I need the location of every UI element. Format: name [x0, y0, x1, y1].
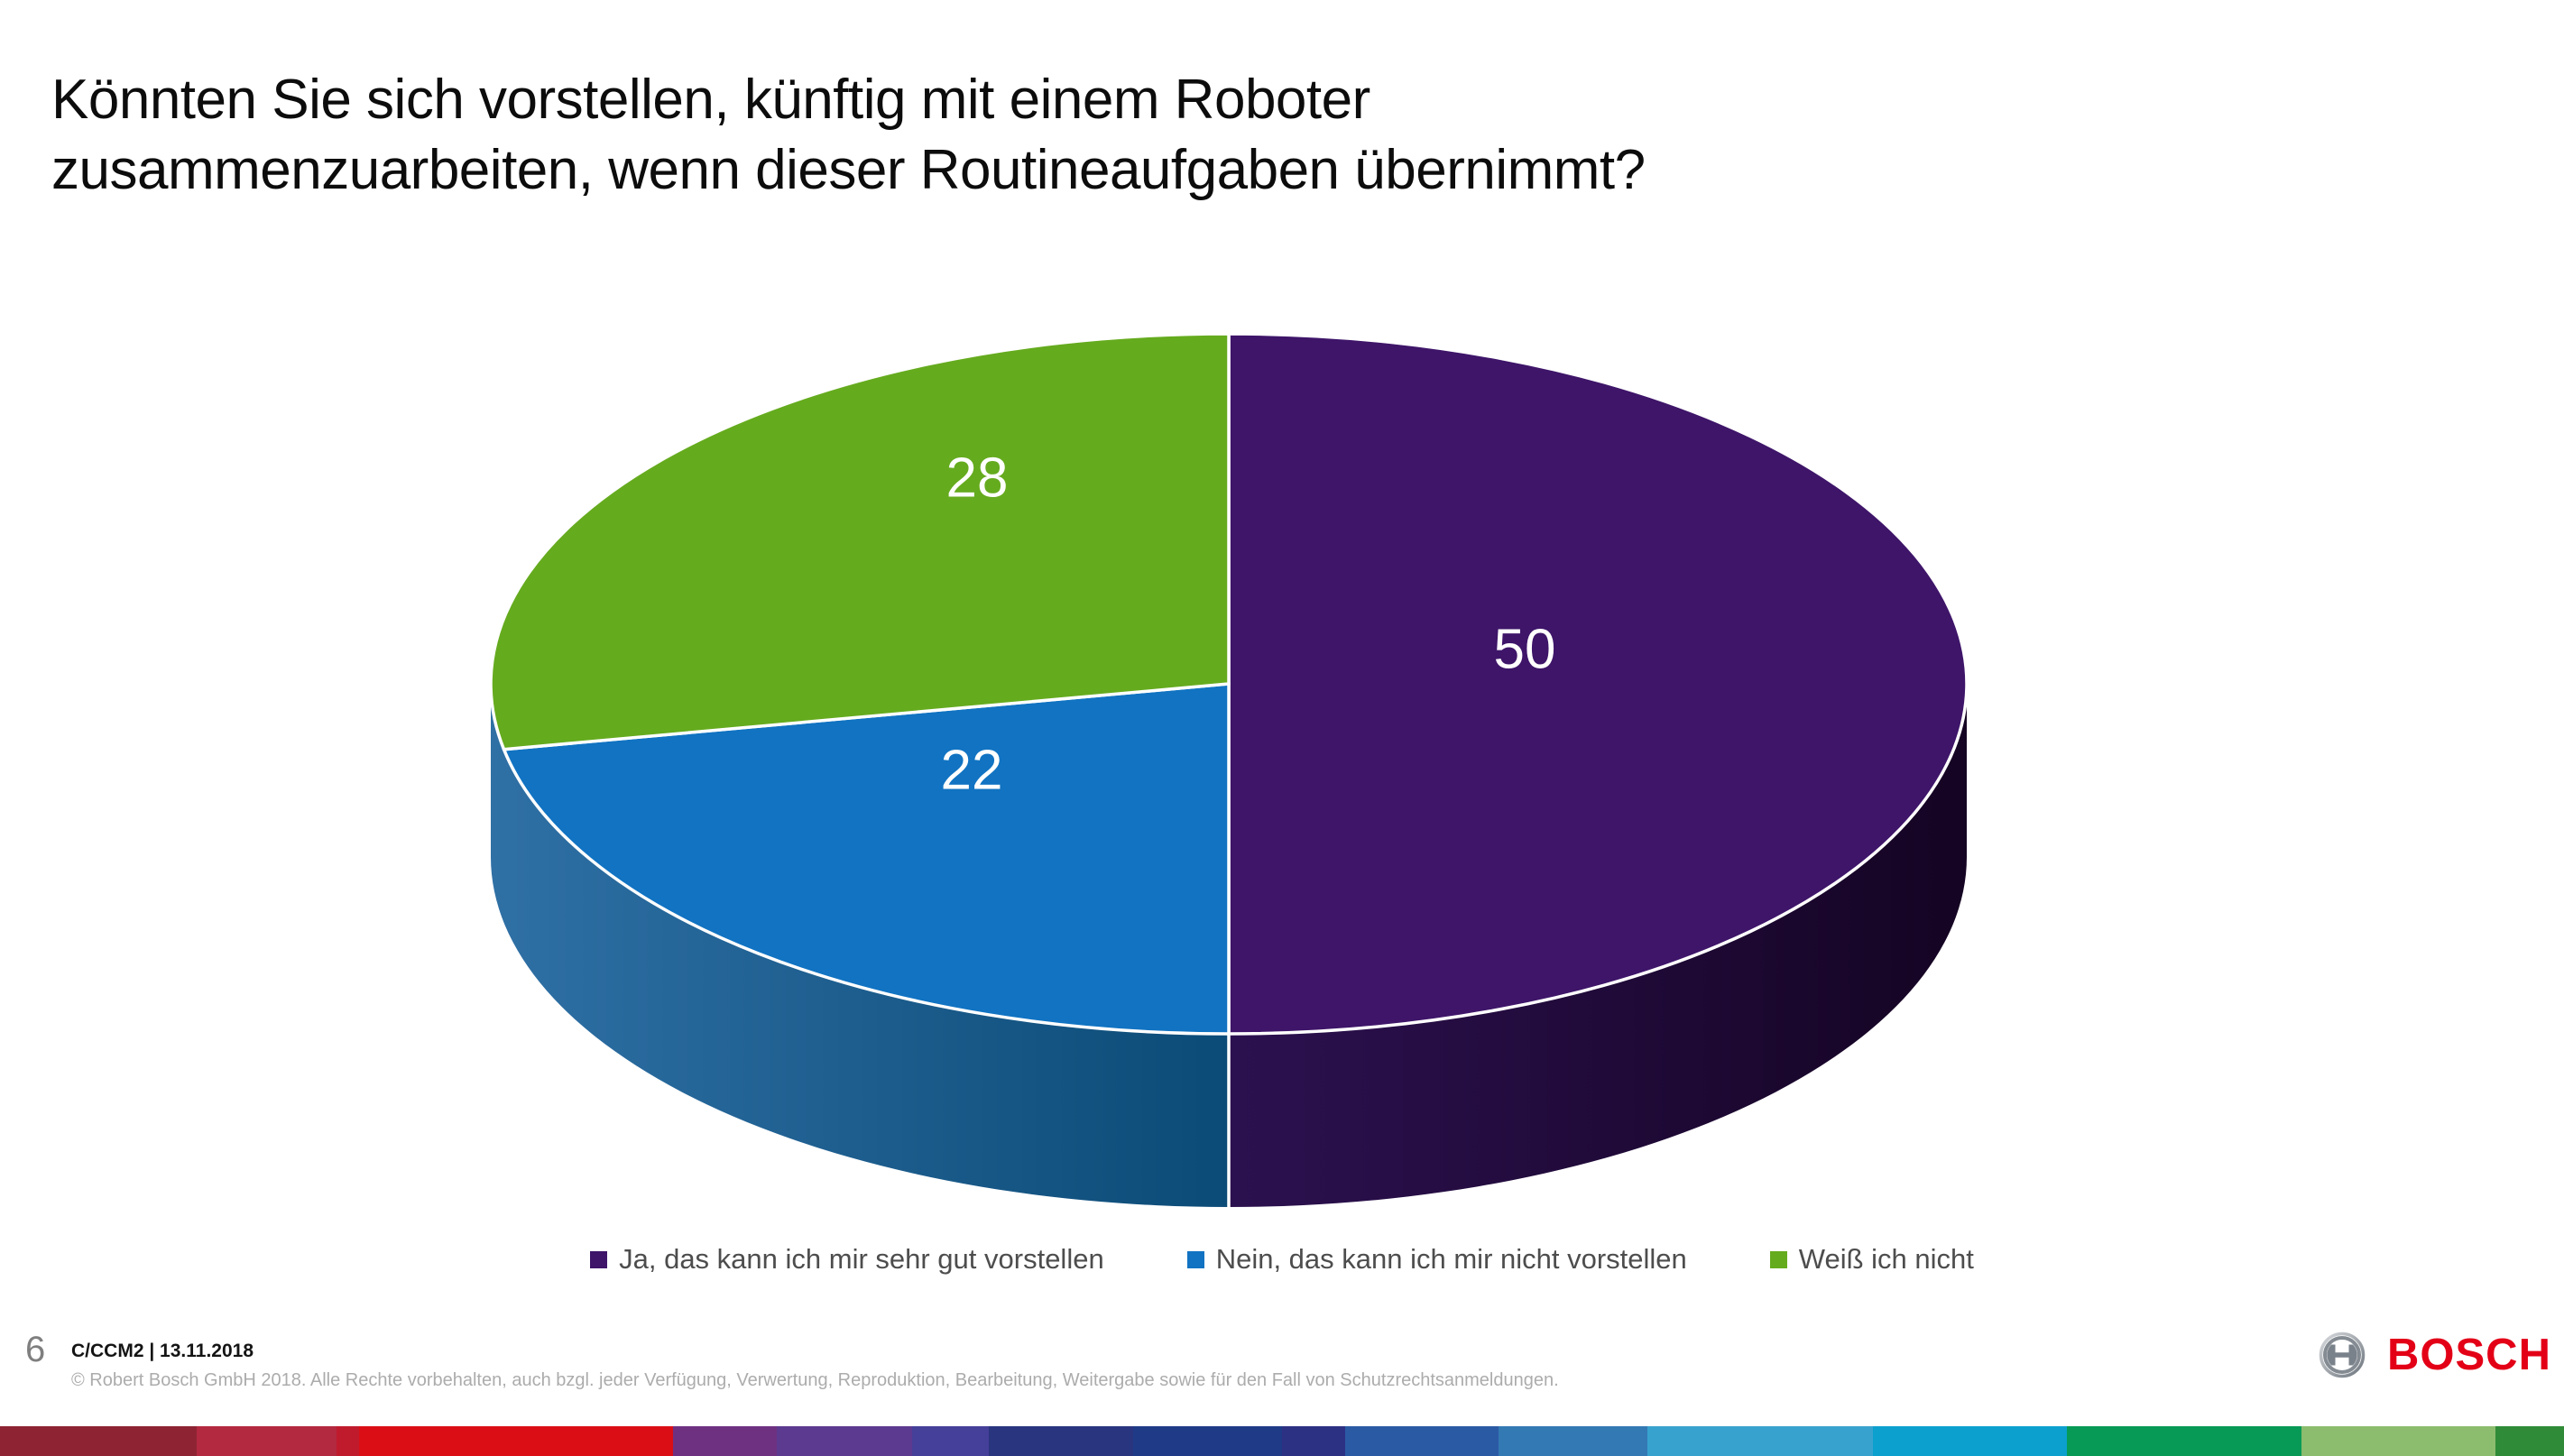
supergraphic-segment [2301, 1426, 2495, 1456]
supergraphic-segment [1345, 1426, 1499, 1456]
legend-swatch-nein [1186, 1250, 1204, 1268]
page-title: Könnten Sie sich vorstellen, künftig mit… [51, 65, 1646, 206]
pie-data-label-2: 28 [946, 447, 1009, 510]
footer-copyright: © Robert Bosch GmbH 2018. Alle Rechte vo… [71, 1370, 1559, 1390]
legend-swatch-ja [590, 1250, 608, 1268]
title-line-1: Könnten Sie sich vorstellen, künftig mit… [51, 68, 1370, 131]
pie-slice-0 [1227, 332, 1969, 1036]
supergraphic-segment [1282, 1426, 1345, 1456]
bosch-emblem-icon [2319, 1332, 2366, 1378]
legend-item-ja: Ja, das kann ich mir sehr gut vorstellen [590, 1243, 1104, 1276]
supergraphic-segment [2067, 1426, 2301, 1456]
supergraphic-segment [1647, 1426, 1873, 1456]
supergraphic-segment [673, 1426, 777, 1456]
supergraphic-segment [0, 1426, 197, 1456]
supergraphic-segment [359, 1426, 673, 1456]
supergraphic-segment [1873, 1426, 2067, 1456]
pie-side-wall-0 [1229, 684, 1967, 1207]
legend-swatch-weiss [1769, 1250, 1787, 1268]
supergraphic-segment [989, 1426, 1133, 1456]
legend-label-ja: Ja, das kann ich mir sehr gut vorstellen [619, 1243, 1104, 1275]
bosch-logo: BOSCH [2319, 1332, 2551, 1378]
title-line-2: zusammenzuarbeiten, wenn dieser Routinea… [51, 138, 1646, 201]
supergraphic-segment [777, 1426, 912, 1456]
pie-data-label-0: 50 [1494, 619, 1556, 681]
pie-slice-2 [489, 332, 1231, 751]
legend-item-nein: Nein, das kann ich mir nicht vorstellen [1186, 1243, 1687, 1276]
supergraphic-segment [197, 1426, 337, 1456]
page-number: 6 [25, 1330, 46, 1369]
brand-supergraphic [0, 1426, 2564, 1456]
legend-label-nein: Nein, das kann ich mir nicht vorstellen [1215, 1243, 1687, 1275]
supergraphic-segment [1133, 1426, 1282, 1456]
pie-data-label-1: 22 [941, 740, 1003, 802]
supergraphic-segment [912, 1426, 989, 1456]
pie-side-wall-1 [491, 684, 1229, 1207]
legend-label-weiss: Weiß ich nicht [1798, 1243, 1974, 1275]
bosch-logotype: BOSCH [2387, 1330, 2551, 1379]
legend-item-weiss: Weiß ich nicht [1769, 1243, 1974, 1276]
footer-department-date: C/CCM2 | 13.11.2018 [71, 1341, 254, 1361]
supergraphic-segment [337, 1426, 359, 1456]
supergraphic-segment [1499, 1426, 1647, 1456]
supergraphic-segment [2495, 1426, 2564, 1456]
pie-slice-1 [502, 682, 1231, 1036]
chart-legend: Ja, das kann ich mir sehr gut vorstellen… [0, 1243, 2564, 1276]
